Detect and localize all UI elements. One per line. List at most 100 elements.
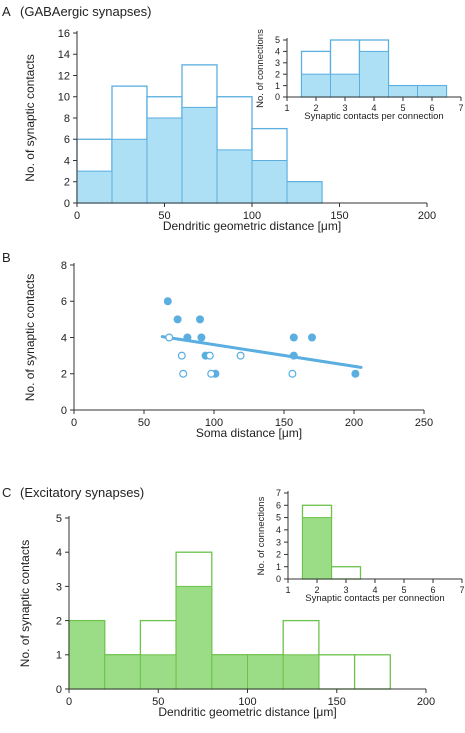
b-point-filled bbox=[196, 315, 205, 324]
a-y-tick-label: 10 bbox=[58, 92, 70, 104]
b-y-tick-label: 0 bbox=[61, 405, 67, 417]
b-x-tick-label: 50 bbox=[138, 417, 150, 429]
panel-c-title: (Excitatory synapses) bbox=[20, 485, 144, 500]
a-inset-y-tick-label: 5 bbox=[275, 35, 280, 45]
a-y-tick-label: 8 bbox=[64, 113, 70, 125]
a-inset-x-tick-label: 5 bbox=[400, 103, 405, 113]
a-y-tick-label: 0 bbox=[64, 198, 70, 210]
a-bar-subset bbox=[76, 170, 113, 204]
c-inset-y-tick-label: 2 bbox=[276, 550, 281, 560]
b-point-filled bbox=[308, 333, 317, 342]
c-inset-x-tick-label: 1 bbox=[285, 585, 290, 595]
a-bar-subset bbox=[286, 181, 323, 204]
a-inset-y-tick-label: 1 bbox=[275, 81, 280, 91]
c-bar-total bbox=[318, 654, 356, 690]
b-point-open bbox=[236, 351, 245, 360]
a-y-tick-label: 14 bbox=[58, 49, 70, 61]
b-point-filled bbox=[351, 369, 360, 378]
c-y-tick-label: 4 bbox=[56, 547, 62, 559]
a-inset-bar-subset bbox=[301, 73, 331, 98]
c-bar-subset bbox=[247, 654, 284, 690]
a-inset-bar-subset bbox=[359, 50, 389, 98]
a-inset-x-tick-label: 1 bbox=[284, 103, 289, 113]
a-bar-subset bbox=[181, 106, 218, 204]
b-y-tick-label: 6 bbox=[61, 296, 67, 308]
b-point-filled bbox=[183, 333, 192, 342]
a-inset-y-axis-label: No. of connections bbox=[255, 29, 266, 108]
a-inset-y-tick-label: 4 bbox=[275, 47, 280, 57]
c-inset-y-axis-label: No. of connections bbox=[256, 496, 267, 575]
b-y-axis-label: No. of synaptic contacts bbox=[23, 274, 37, 401]
c-inset-bar-subset bbox=[302, 517, 332, 580]
a-inset-y-tick-label: 3 bbox=[275, 58, 280, 68]
b-point-filled bbox=[197, 333, 206, 342]
c-bar-subset bbox=[211, 654, 249, 690]
panel-a-title: (GABAergic synapses) bbox=[20, 4, 152, 19]
a-inset-bar-subset bbox=[330, 73, 360, 98]
a-bar-subset bbox=[146, 117, 183, 204]
b-point-filled bbox=[289, 351, 298, 360]
panel-c-label: C bbox=[2, 485, 11, 500]
b-x-tick-label: 150 bbox=[275, 417, 293, 429]
c-inset-y-tick-label: 5 bbox=[276, 513, 281, 523]
c-inset-background bbox=[256, 489, 460, 609]
a-x-tick-label: 200 bbox=[418, 210, 436, 222]
c-x-tick-label: 200 bbox=[417, 696, 435, 708]
b-x-tick-label: 0 bbox=[71, 417, 77, 429]
a-x-tick-label: 100 bbox=[243, 210, 261, 222]
panel-b: B 0 2 4 6 8 0 50 100 150 200 250 Soma distance [μm]… bbox=[2, 250, 433, 440]
b-point-open bbox=[165, 333, 174, 342]
b-point-open bbox=[177, 351, 186, 360]
a-inset-x-tick-label: 3 bbox=[342, 103, 347, 113]
a-inset-bar-subset bbox=[417, 85, 447, 98]
c-bar-subset bbox=[282, 654, 320, 690]
c-inset-y-tick-label: 6 bbox=[276, 500, 281, 510]
c-bar-subset bbox=[68, 620, 106, 690]
a-x-axis-label: Dendritic geometric distance [μm] bbox=[163, 219, 341, 233]
panel-a-label: A bbox=[2, 4, 11, 19]
c-inset-y-tick-label: 1 bbox=[276, 562, 281, 572]
c-y-tick-label: 2 bbox=[56, 615, 62, 627]
c-x-tick-label: 150 bbox=[328, 696, 346, 708]
a-inset-x-tick-label: 4 bbox=[371, 103, 376, 113]
b-y-tick-label: 4 bbox=[61, 332, 67, 344]
c-y-axis-label: No. of synaptic contacts bbox=[18, 540, 32, 667]
b-point-open bbox=[179, 369, 188, 378]
b-y-tick-label: 2 bbox=[61, 369, 67, 381]
c-x-tick-label: 100 bbox=[238, 696, 256, 708]
c-inset-y-tick-label: 3 bbox=[276, 537, 281, 547]
c-inset-y-tick-label: 7 bbox=[276, 488, 281, 498]
b-trendline bbox=[160, 335, 363, 369]
a-x-tick-label: 150 bbox=[330, 210, 348, 222]
b-point-filled bbox=[173, 315, 182, 324]
c-inset-x-axis-label: Synaptic contacts per connection bbox=[305, 593, 444, 604]
a-bar-subset bbox=[111, 138, 148, 204]
a-inset-x-tick-label: 7 bbox=[458, 103, 463, 113]
a-inset-x-tick-label: 2 bbox=[313, 103, 318, 113]
a-inset-y-tick-label: 2 bbox=[275, 69, 280, 79]
c-x-axis-label: Dendritic geometric distance [μm] bbox=[158, 705, 336, 719]
c-inset-bar-total bbox=[330, 566, 362, 580]
c-inset-y-tick-label: 4 bbox=[276, 525, 281, 535]
c-x-tick-label: 50 bbox=[152, 696, 164, 708]
c-inset-x-tick-label: 5 bbox=[401, 585, 406, 595]
a-x-tick-label: 50 bbox=[158, 210, 170, 222]
c-bar-total bbox=[353, 654, 391, 690]
a-y-tick-label: 16 bbox=[58, 28, 70, 40]
a-inset-x-axis-label: Synaptic contacts per connection bbox=[304, 111, 443, 122]
a-y-tick-label: 4 bbox=[64, 155, 70, 167]
b-y-tick-label: 8 bbox=[61, 260, 67, 272]
b-point-filled bbox=[289, 333, 298, 342]
c-inset-x-tick-label: 7 bbox=[459, 585, 464, 595]
a-bar-subset bbox=[251, 160, 288, 204]
a-x-tick-label: 0 bbox=[74, 210, 80, 222]
a-y-tick-label: 2 bbox=[64, 177, 70, 189]
a-y-axis-label: No. of synaptic contacts bbox=[23, 54, 37, 181]
b-point-open bbox=[288, 369, 297, 378]
b-x-axis-label: Soma distance [μm] bbox=[196, 426, 302, 440]
c-inset-y-tick-label: 0 bbox=[276, 574, 281, 584]
